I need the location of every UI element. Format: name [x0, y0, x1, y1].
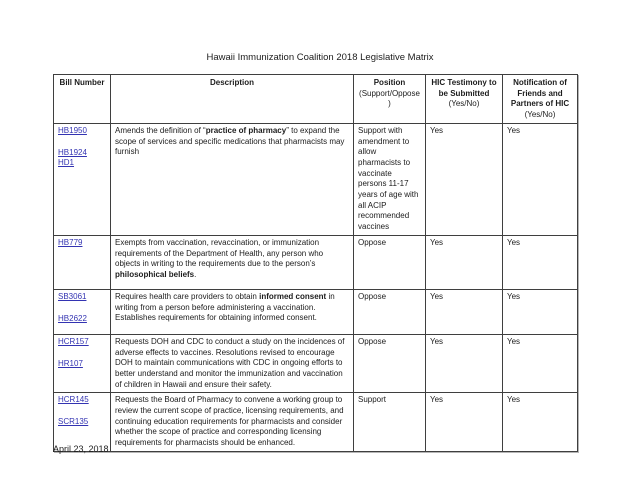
bill-link[interactable]: HB779 [58, 237, 83, 247]
header-hic-testimony: HIC Testimony to be Submitted (Yes/No) [425, 74, 503, 124]
bill-link[interactable]: HCR145 [58, 395, 89, 405]
notification-cell: Yes [502, 333, 578, 394]
bill-link[interactable]: HB1950 [58, 125, 87, 135]
hic-testimony-cell: Yes [425, 333, 503, 394]
bill-line-spacer [58, 137, 106, 148]
bill-link[interactable]: HB2622 [58, 313, 87, 323]
description-cell: Requests the Board of Pharmacy to conven… [110, 392, 354, 452]
description-cell: Requires health care providers to obtain… [110, 288, 354, 335]
bill-link[interactable]: HR107 [58, 358, 83, 368]
description-cell: Amends the definition of “practice of ph… [110, 122, 354, 236]
header-bill-number: Bill Number [53, 74, 111, 124]
header-subtitle: (Yes/No) [524, 110, 556, 120]
table-row: HB1950 HB1924 HD1 Amends the definition of … [53, 122, 578, 236]
header-title: Description [209, 78, 254, 87]
position-cell: Oppose [353, 288, 426, 335]
header-subtitle: (Support/Oppose) [359, 88, 420, 109]
position-cell: Oppose [353, 333, 426, 394]
table-row: HCR145 SCR135 Requests the Board of Pharma… [53, 392, 578, 452]
bill-number-cell: SB3061 HB2622 [53, 288, 111, 335]
table-row: SB3061 HB2622 Requires health care provide… [53, 288, 578, 335]
bill-number-cell: HCR157 HR107 [53, 333, 111, 394]
bill-link[interactable]: SB3061 [58, 291, 87, 301]
description-segment: in writing from a person before administ… [115, 291, 335, 323]
position-cell: Support [353, 392, 426, 452]
bill-link[interactable]: HCR157 [58, 336, 89, 346]
table-body: HB1950 HB1924 HD1 Amends the definition of … [53, 122, 578, 452]
bill-line-spacer [58, 348, 106, 359]
header-title: Position [373, 78, 406, 87]
table-row: HB779 Exempts from vaccination, revaccina… [53, 234, 578, 290]
description-cell: Exempts from vaccination, revaccination,… [110, 234, 354, 290]
table-row: HCR157 HR107 Requests DOH and CDC to condu… [53, 333, 578, 394]
notification-cell: Yes [502, 122, 578, 236]
header-notification: Notification of Friends and Partners of … [502, 74, 578, 124]
position-cell: Support with amendment to allow pharmaci… [353, 122, 426, 236]
page-title: Hawaii Immunization Coalition 2018 Legis… [206, 52, 434, 63]
description-segment: . [194, 269, 197, 279]
description-segment: Requires health care providers to obtain [115, 291, 260, 301]
hic-testimony-cell: Yes [425, 392, 503, 452]
bill-number-cell: HCR145 SCR135 [53, 392, 111, 452]
bill-line-spacer [58, 303, 106, 314]
bill-number-cell: HB1950 HB1924 HD1 [53, 122, 111, 236]
notification-cell: Yes [502, 234, 578, 290]
notification-cell: Yes [502, 288, 578, 335]
bill-link[interactable]: HD1 [58, 158, 75, 168]
bill-line-spacer [58, 406, 106, 417]
legislative-matrix-table: Bill Number Description Position (Suppor… [53, 74, 578, 452]
description-cell: Requests DOH and CDC to conduct a study … [110, 333, 354, 394]
notification-cell: Yes [502, 392, 578, 452]
hic-testimony-cell: Yes [425, 288, 503, 335]
bill-number-cell: HB779 [53, 234, 111, 290]
bill-link[interactable]: SCR135 [58, 417, 89, 427]
description-segment: Exempts from vaccination, revaccination,… [115, 237, 324, 269]
table-header-row: Bill Number Description Position (Suppor… [53, 74, 578, 124]
header-title: HIC Testimony to be Submitted [431, 78, 497, 98]
hic-testimony-cell: Yes [425, 234, 503, 290]
header-title: Bill Number [59, 78, 105, 87]
header-title: Notification of Friends and Partners of … [510, 78, 570, 109]
header-subtitle: (Yes/No) [448, 99, 480, 109]
description-bold-segment: philosophical beliefs [115, 269, 195, 279]
header-position: Position (Support/Oppose) [353, 74, 426, 124]
footer-date: April 23, 2018 [53, 444, 109, 454]
description-bold-segment: informed consent [259, 291, 327, 301]
description-bold-segment: practice of pharmacy [205, 125, 287, 135]
bill-link[interactable]: HB1924 [58, 147, 87, 157]
description-segment: Amends the definition of “ [115, 125, 206, 135]
hic-testimony-cell: Yes [425, 122, 503, 236]
description-segment: ” to expand the scope of services and sp… [115, 125, 345, 157]
position-cell: Oppose [353, 234, 426, 290]
description-segment: Requests the Board of Pharmacy to conven… [115, 395, 344, 448]
header-description: Description [110, 74, 354, 124]
description-segment: Requests DOH and CDC to conduct a study … [115, 336, 345, 389]
